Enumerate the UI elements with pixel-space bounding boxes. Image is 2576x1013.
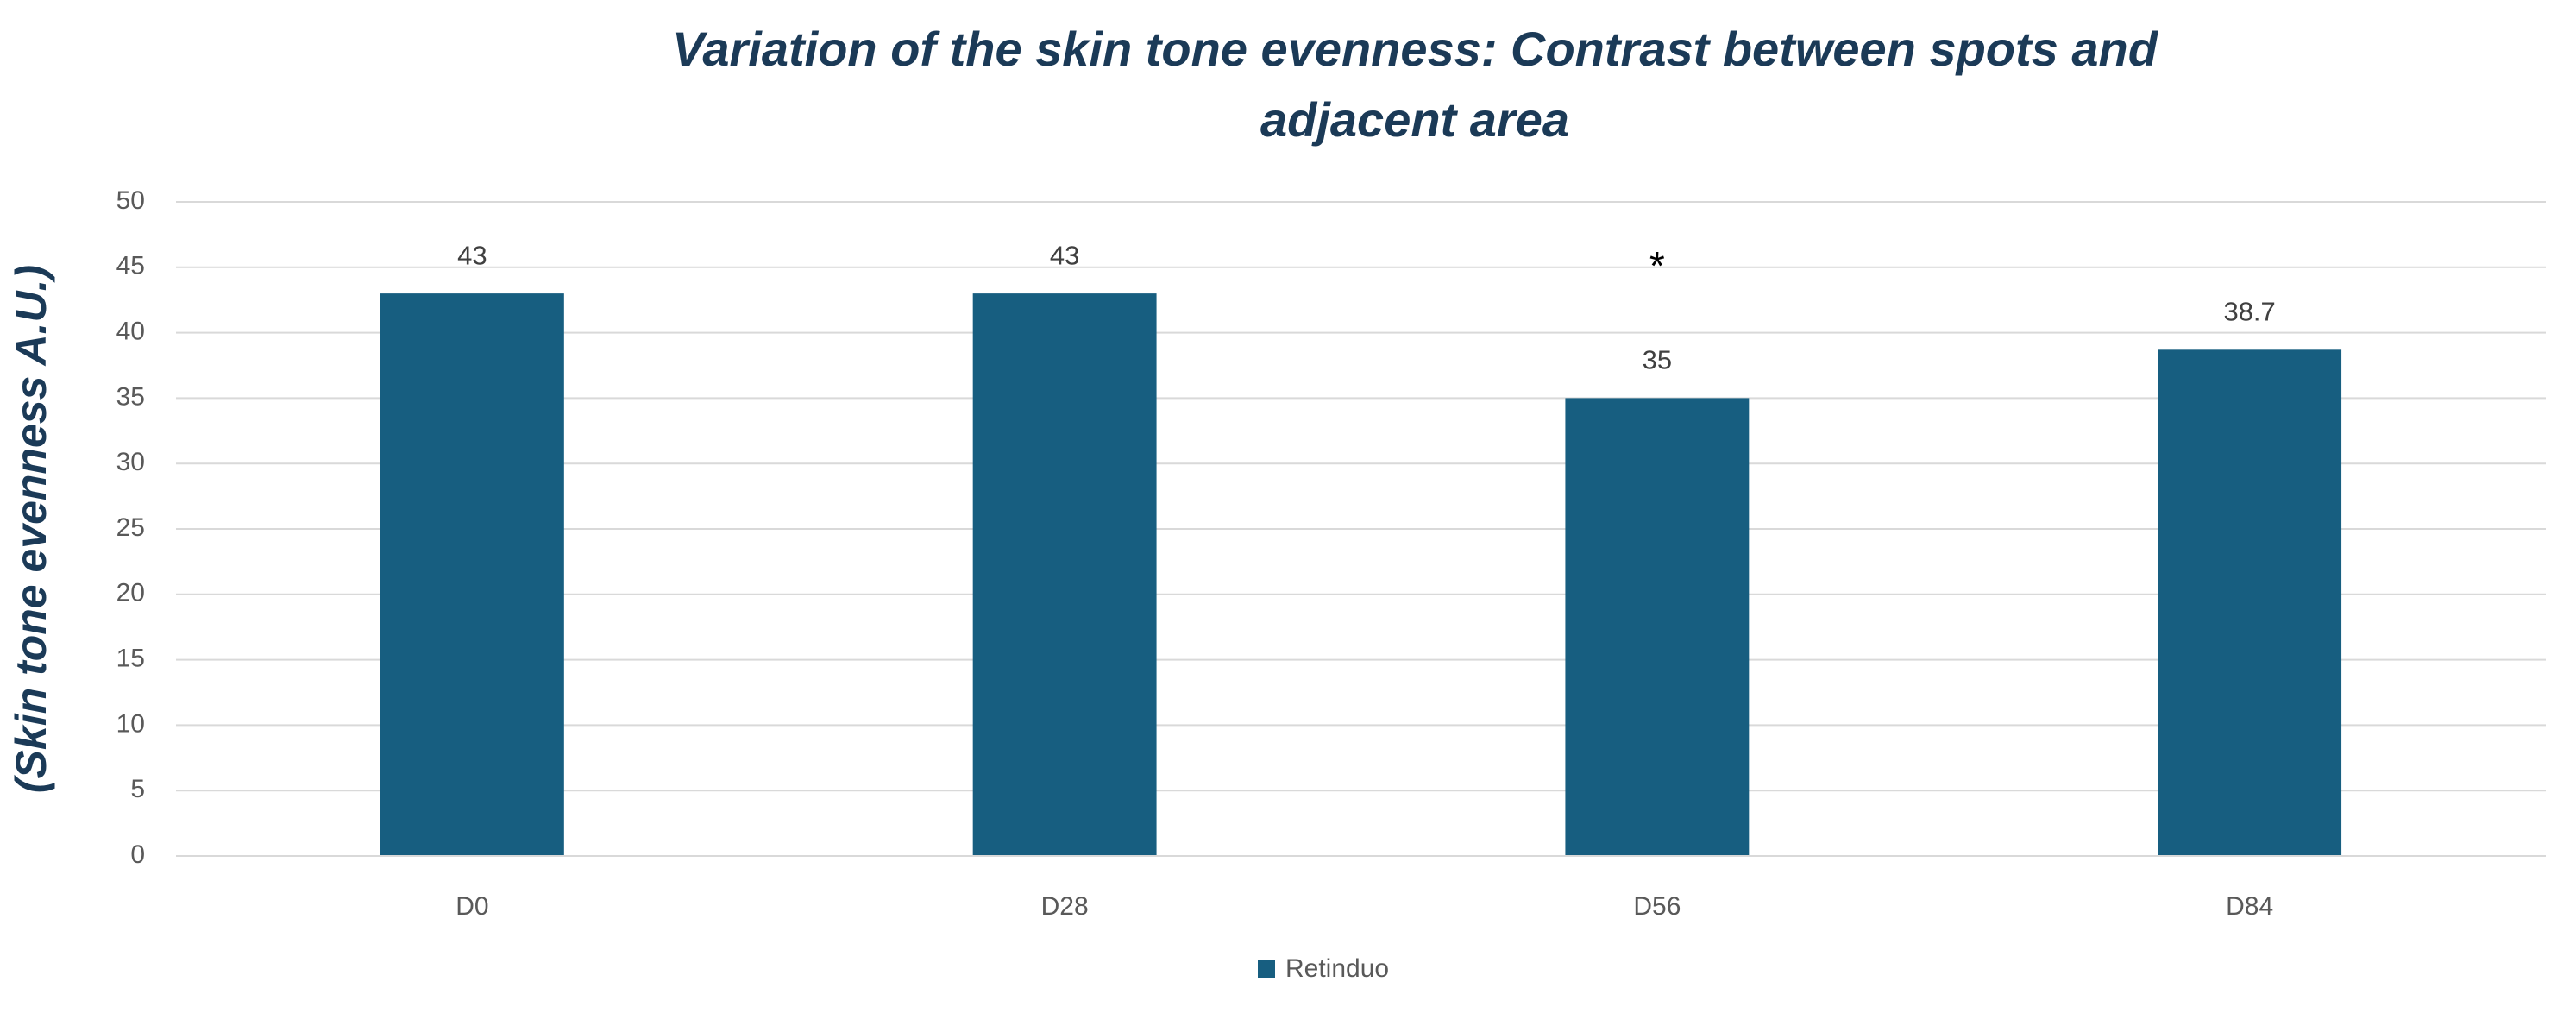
y-tick-label: 15 [116, 645, 145, 673]
data-label: 43 [457, 240, 487, 270]
y-tick-label: 25 [116, 513, 145, 542]
y-tick-label: 0 [130, 840, 145, 869]
x-tick-label: D84 [2226, 892, 2273, 921]
x-tick-label: D0 [456, 892, 488, 921]
bar [972, 293, 1157, 856]
legend-swatch [1258, 960, 1275, 978]
y-tick-label: 45 [116, 252, 145, 280]
data-label: 38.7 [2223, 296, 2275, 326]
annotation: * [1649, 243, 1665, 288]
y-tick-label: 35 [116, 382, 145, 411]
bar [2158, 349, 2342, 857]
legend-label: Retinduo [1285, 954, 1389, 983]
y-tick-label: 30 [116, 448, 145, 476]
y-tick-label: 40 [116, 318, 145, 346]
y-tick-label: 5 [130, 775, 145, 803]
data-label: 43 [1050, 240, 1079, 270]
y-tick-label: 10 [116, 709, 145, 738]
x-tick-label: D56 [1633, 892, 1681, 921]
data-label: 35 [1643, 345, 1672, 375]
y-tick-label: 20 [116, 579, 145, 607]
y-tick-label: 50 [116, 186, 145, 215]
x-tick-label: D28 [1041, 892, 1089, 921]
bar [380, 293, 564, 856]
y-axis-label: (Skin tone evenness A.U.) [7, 265, 55, 793]
bar [1565, 398, 1750, 856]
chart-title: Variation of the skin tone evenness: Con… [672, 22, 2159, 147]
